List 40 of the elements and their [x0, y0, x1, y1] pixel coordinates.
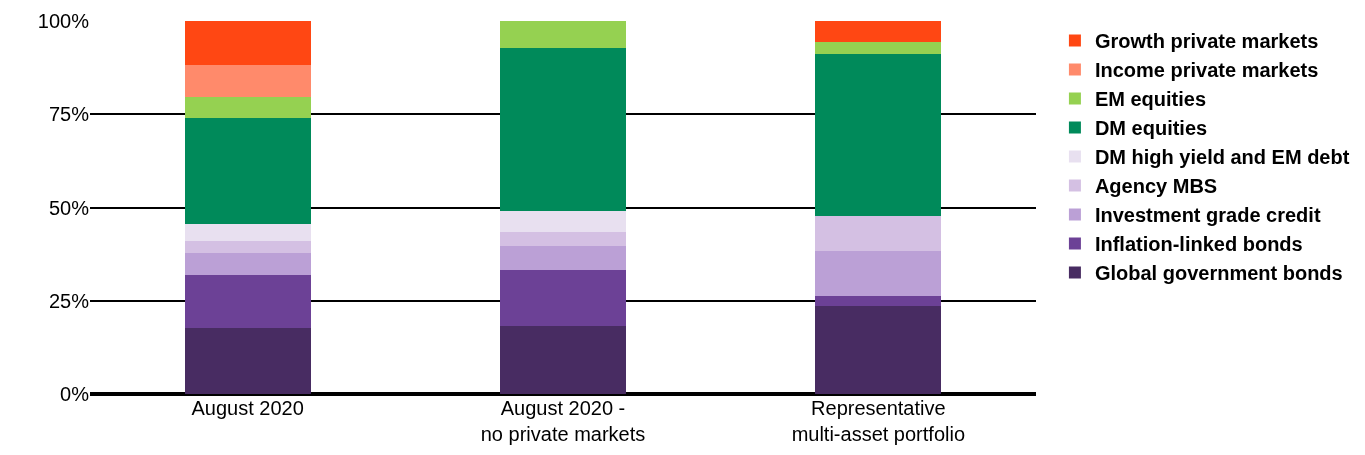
- x-tick-label: August 2020 - no private markets: [480, 397, 646, 445]
- legend-label: Income private markets: [1094, 59, 1319, 82]
- legend-label: DM equities: [1094, 117, 1208, 140]
- y-tick-label: 75%: [48, 103, 90, 126]
- bar: [184, 253, 311, 276]
- legend-label: EM equities: [1094, 88, 1207, 111]
- bar: [499, 231, 627, 246]
- bar: [184, 328, 311, 394]
- y-tick-label: 50%: [48, 196, 90, 219]
- bar: [499, 269, 627, 326]
- bar: [815, 216, 942, 251]
- bar: [184, 117, 311, 224]
- y-tick-label: 25%: [48, 289, 90, 312]
- bar: [184, 97, 311, 118]
- bar: [499, 245, 627, 270]
- y-tick-label: 0%: [60, 383, 90, 405]
- legend-label: Investment grade credit: [1094, 204, 1321, 227]
- bar: [815, 41, 942, 54]
- bar: [815, 305, 942, 394]
- bar: [815, 295, 942, 306]
- legend-label: Global government bonds: [1094, 262, 1343, 285]
- bar: [815, 21, 942, 42]
- legend-label: Inflation-linked bonds: [1094, 233, 1303, 256]
- bar: [184, 65, 311, 98]
- bar: [815, 250, 942, 296]
- legend-label: Growth private markets: [1094, 30, 1319, 53]
- bar: [499, 325, 627, 394]
- bar: [815, 53, 942, 217]
- legend-label: DM high yield and EM debt: [1094, 146, 1350, 169]
- bar: [499, 47, 627, 211]
- bar: [499, 21, 627, 48]
- x-tick-label: Representative multi-asset portfolio: [791, 397, 966, 445]
- x-tick-label: August 2020: [191, 397, 304, 419]
- bar: [499, 210, 627, 232]
- bar: [184, 21, 311, 66]
- legend-label: Agency MBS: [1094, 175, 1218, 198]
- y-tick-label: 100%: [37, 10, 90, 32]
- bar: [184, 223, 311, 242]
- bar: [184, 275, 311, 329]
- bar: [184, 241, 311, 254]
